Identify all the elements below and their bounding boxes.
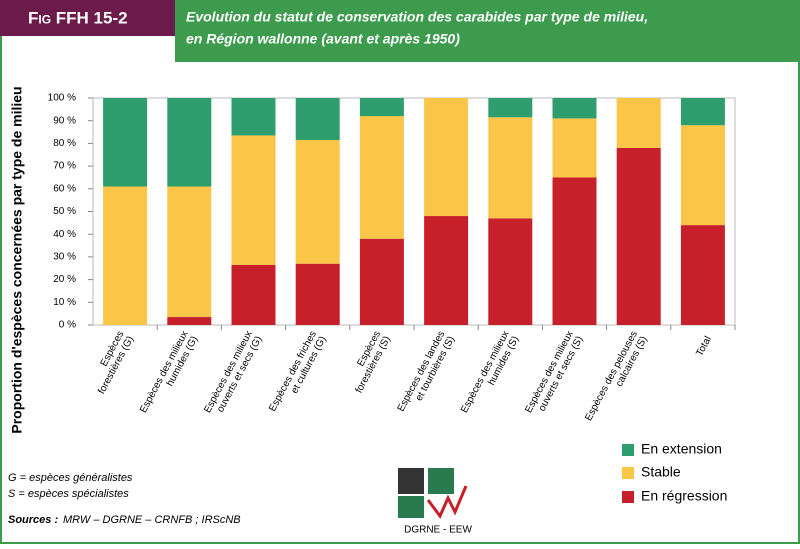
logo-square <box>398 496 424 518</box>
bar-segment <box>359 98 404 117</box>
bar-segment <box>552 118 597 178</box>
y-axis-label: Proportion d'espèces concernées par type… <box>9 86 25 433</box>
source-label: Sources : <box>8 514 58 526</box>
y-tick-label: 20 % <box>53 274 76 285</box>
legend-swatch <box>622 467 634 479</box>
y-tick-label: 0 % <box>59 320 76 331</box>
bar-segment <box>424 98 469 217</box>
logo-square <box>428 468 454 494</box>
y-tick-label: 60 % <box>53 183 76 194</box>
chart-title: en Région wallonne (avant et après 1950) <box>186 31 460 47</box>
logo: DGRNE - EEW <box>398 468 472 536</box>
note: G = espèces généralistes <box>8 472 133 484</box>
bar-segment <box>488 98 533 118</box>
legend-label: Stable <box>641 464 681 480</box>
bar-segment <box>295 98 340 140</box>
note: S = espèces spécialistes <box>8 488 129 500</box>
y-tick-label: 40 % <box>53 229 76 240</box>
bar-segment <box>552 98 597 119</box>
y-tick-label: 70 % <box>53 161 76 172</box>
bar-segment <box>680 225 725 325</box>
bar-segment <box>103 186 148 325</box>
logo-square <box>398 468 424 494</box>
bar-segment <box>295 263 340 325</box>
logo-text: DGRNE - EEW <box>404 525 472 536</box>
bar-segment <box>488 117 533 219</box>
y-tick-label: 50 % <box>53 206 76 217</box>
bar-segment <box>167 186 212 318</box>
bar-segment <box>488 218 533 325</box>
legend-label: En régression <box>641 488 727 504</box>
bar-segment <box>103 98 148 187</box>
legend-label: En extension <box>641 441 722 457</box>
y-tick-label: 10 % <box>53 297 76 308</box>
bar-segment <box>680 98 725 126</box>
bar-segment <box>231 264 276 325</box>
y-tick-label: 90 % <box>53 115 76 126</box>
figure-code-box <box>0 0 175 36</box>
logo-mark <box>426 485 468 519</box>
y-tick-label: 30 % <box>53 252 76 263</box>
source: MRW – DGRNE – CRNFB ; IRScNB <box>63 514 241 526</box>
y-tick-label: 80 % <box>53 138 76 149</box>
bar-segment <box>359 116 404 239</box>
bar-segment <box>552 177 597 325</box>
bar-segment <box>231 135 276 265</box>
bar-segment <box>616 98 661 148</box>
bar-segment <box>616 147 661 325</box>
bar-segment <box>167 317 212 325</box>
title-band <box>175 0 800 62</box>
bar-segment <box>231 98 276 136</box>
bar-segment <box>359 238 404 325</box>
bar-segment <box>680 125 725 226</box>
bar-segment <box>167 98 212 187</box>
figure-code: Fig FFH 15-2 <box>28 8 128 27</box>
legend-swatch <box>622 491 634 503</box>
y-tick-label: 100 % <box>48 93 76 104</box>
bar-segment <box>295 139 340 264</box>
bar-segment <box>424 216 469 325</box>
chart-title: Evolution du statut de conservation des … <box>186 9 648 25</box>
legend-swatch <box>622 444 634 456</box>
